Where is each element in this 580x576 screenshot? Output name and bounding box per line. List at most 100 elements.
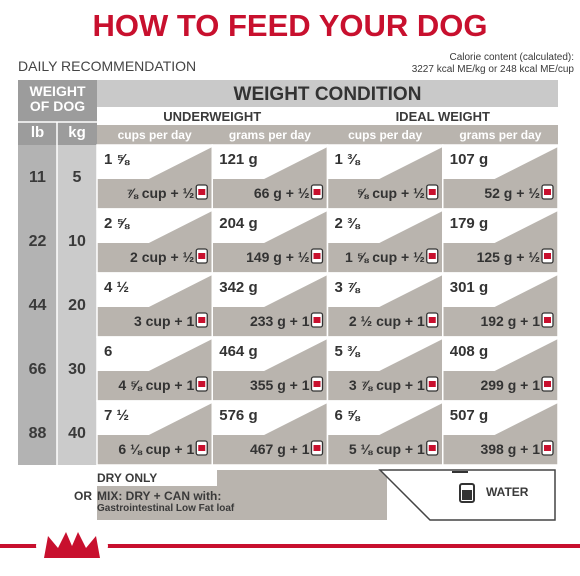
- lb-header: lb: [30, 124, 45, 141]
- shape: [428, 381, 436, 387]
- column-header: grams per day: [228, 128, 311, 142]
- shape: [212, 211, 328, 273]
- dry-amount: 1 ⅝: [104, 151, 130, 168]
- title: HOW TO FEED YOUR DOG: [92, 8, 488, 43]
- shape: [97, 470, 217, 486]
- mix-amount: 355 g + 1: [249, 377, 310, 393]
- column-header: grams per day: [459, 128, 542, 142]
- dry-amount: 5 ⅜: [334, 343, 360, 360]
- dry-amount: 576 g: [219, 407, 258, 424]
- shape: [327, 147, 443, 209]
- legend-mix: MIX: DRY + CAN with:: [97, 489, 222, 503]
- shape: [442, 403, 558, 465]
- shape: [212, 275, 328, 337]
- shape: [313, 317, 321, 323]
- shape: [544, 253, 551, 259]
- shape: [97, 403, 213, 465]
- shape: [327, 211, 443, 273]
- shape: [57, 145, 97, 465]
- group-header: IDEAL WEIGHT: [395, 109, 490, 124]
- shape: [313, 189, 321, 195]
- legend-product: Gastrointestinal Low Fat loaf: [97, 503, 235, 514]
- shape: [44, 532, 100, 558]
- shape: [428, 253, 436, 259]
- mix-amount: ⅝ cup + ½: [356, 185, 425, 201]
- dry-amount: 4 ½: [104, 279, 130, 296]
- lb-value: 88: [28, 425, 47, 442]
- mix-amount: 467 g + 1: [249, 441, 310, 457]
- shape: [97, 211, 213, 273]
- shape: [544, 381, 551, 387]
- mix-amount: ⅞ cup + ½: [126, 185, 195, 201]
- mix-amount: 192 g + 1: [480, 313, 540, 329]
- dry-amount: 2 ⅝: [104, 215, 130, 232]
- shape: [97, 147, 213, 209]
- mix-amount: 3 cup + 1: [133, 313, 195, 329]
- mix-amount: 149 g + ½: [246, 249, 310, 265]
- dry-amount: 507 g: [449, 407, 489, 424]
- dry-amount: 6: [104, 343, 113, 360]
- mix-amount: 3 ⅞ cup + 1: [348, 377, 425, 393]
- shape: [198, 253, 206, 259]
- shape: [212, 403, 328, 465]
- shape: [198, 189, 206, 195]
- kg-value: 20: [68, 297, 86, 314]
- dry-amount: 7 ½: [104, 407, 130, 424]
- shape: [97, 339, 213, 401]
- shape: [313, 381, 321, 387]
- kg-value: 40: [68, 425, 86, 442]
- calorie-value: 3227 kcal ME/kg or 248 kcal ME/cup: [411, 64, 574, 75]
- shape: [442, 211, 558, 273]
- kg-value: 5: [72, 169, 82, 186]
- legend-water: WATER: [486, 485, 529, 499]
- mix-amount: 2 ½ cup + 1: [348, 313, 425, 329]
- mix-amount: 233 g + 1: [249, 313, 310, 329]
- dry-amount: 301 g: [449, 279, 489, 296]
- shape: [327, 403, 443, 465]
- calorie-label: Calorie content (calculated):: [449, 52, 574, 63]
- shape: [544, 445, 551, 451]
- shape: [313, 445, 321, 451]
- mix-amount: 299 g + 1: [480, 377, 540, 393]
- lb-value: 22: [28, 233, 47, 250]
- dry-amount: 408 g: [449, 343, 489, 360]
- kg-value: 10: [68, 233, 86, 250]
- shape: [442, 400, 559, 466]
- condition-header: WEIGHT CONDITION: [233, 84, 422, 105]
- shape: [212, 147, 328, 209]
- shape: [428, 317, 436, 323]
- lb-value: 11: [29, 169, 46, 186]
- shape: [327, 339, 443, 401]
- shape: [0, 544, 580, 548]
- dry-amount: 107 g: [449, 151, 489, 168]
- legend-dry: DRY ONLY: [97, 471, 158, 485]
- dry-amount: 1 ⅜: [334, 151, 360, 168]
- shape: [97, 275, 213, 337]
- shape: [442, 275, 558, 337]
- mix-amount: 125 g + ½: [476, 249, 540, 265]
- shape: [198, 445, 206, 451]
- shape: [198, 317, 206, 323]
- shape: [544, 189, 551, 195]
- group-header: UNDERWEIGHT: [163, 109, 262, 124]
- lb-value: 66: [28, 361, 47, 378]
- lb-value: 44: [28, 297, 47, 314]
- subtitle: DAILY RECOMMENDATION: [18, 58, 197, 74]
- shape: [442, 147, 558, 209]
- shape: [313, 253, 321, 259]
- shape: [18, 145, 57, 465]
- dry-amount: 121 g: [219, 151, 258, 168]
- column-header: cups per day: [117, 128, 192, 142]
- legend-or: OR: [74, 489, 92, 503]
- kg-value: 30: [68, 361, 86, 378]
- shape: [442, 339, 558, 401]
- dry-amount: 6 ⅝: [334, 407, 360, 424]
- mix-amount: 398 g + 1: [480, 441, 540, 457]
- mix-amount: 4 ⅝ cup + 1: [118, 377, 195, 393]
- shape: [462, 490, 472, 500]
- mix-amount: 52 g + ½: [484, 185, 540, 201]
- shape: [327, 275, 443, 337]
- dry-amount: 179 g: [449, 215, 489, 232]
